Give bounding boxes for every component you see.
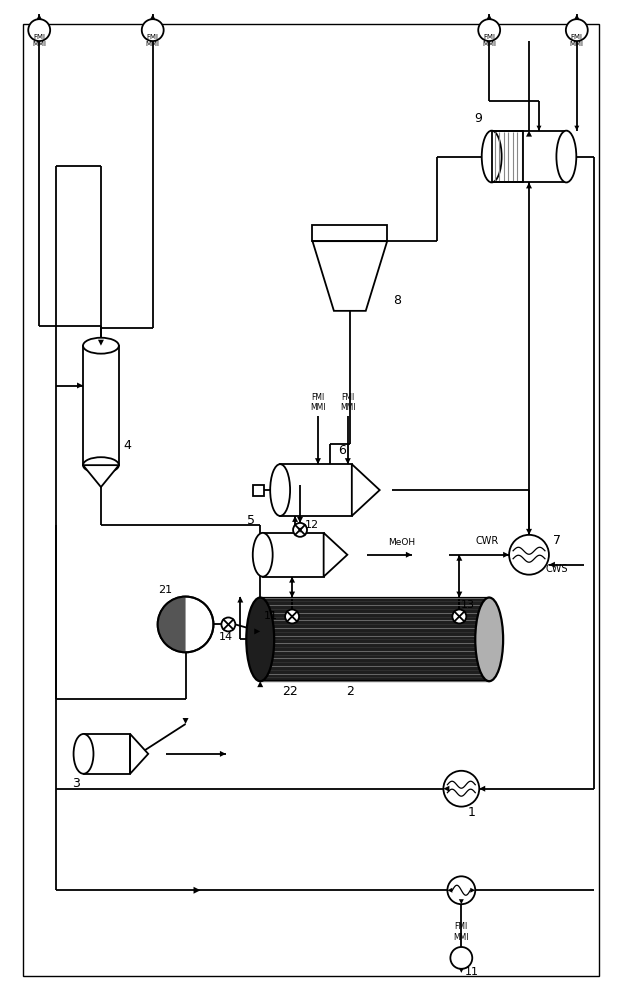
Polygon shape	[526, 529, 532, 535]
Ellipse shape	[83, 338, 119, 354]
Polygon shape	[406, 552, 412, 558]
Polygon shape	[447, 888, 452, 893]
Polygon shape	[459, 899, 464, 904]
Polygon shape	[443, 786, 449, 792]
Polygon shape	[98, 340, 104, 346]
Text: 11: 11	[465, 967, 480, 977]
Bar	[262, 533, 323, 577]
Polygon shape	[503, 552, 509, 558]
Circle shape	[158, 597, 213, 652]
Text: 6: 6	[338, 444, 346, 457]
Text: 9: 9	[474, 112, 481, 125]
Polygon shape	[258, 681, 263, 687]
Bar	[253, 485, 264, 496]
Circle shape	[509, 535, 549, 575]
Circle shape	[293, 523, 307, 537]
Text: 21: 21	[159, 585, 173, 595]
Polygon shape	[537, 126, 542, 131]
Text: 5: 5	[247, 514, 255, 527]
Polygon shape	[289, 592, 295, 598]
Text: 1: 1	[467, 806, 475, 819]
Text: 11: 11	[264, 611, 278, 621]
Polygon shape	[323, 533, 347, 577]
Circle shape	[478, 19, 500, 41]
Text: FMI
MMI: FMI MMI	[310, 393, 326, 412]
Text: 3: 3	[72, 777, 80, 790]
Text: 7: 7	[553, 534, 561, 547]
Polygon shape	[457, 592, 462, 598]
Wedge shape	[159, 597, 185, 652]
Text: 8: 8	[394, 294, 402, 307]
Bar	[491, 131, 523, 182]
Polygon shape	[130, 734, 148, 774]
Circle shape	[450, 947, 472, 969]
Ellipse shape	[253, 533, 272, 577]
Bar	[260, 598, 489, 681]
Polygon shape	[312, 241, 387, 311]
Text: FMI
MMI: FMI MMI	[482, 34, 496, 47]
Text: FMI
MMI: FMI MMI	[570, 34, 584, 47]
Ellipse shape	[481, 131, 502, 182]
Polygon shape	[289, 577, 295, 583]
Polygon shape	[486, 14, 491, 19]
Circle shape	[447, 876, 475, 904]
Polygon shape	[457, 555, 462, 561]
Polygon shape	[526, 131, 532, 137]
Polygon shape	[574, 126, 579, 131]
Polygon shape	[574, 14, 579, 19]
Text: 4: 4	[123, 439, 131, 452]
Polygon shape	[297, 517, 303, 523]
Bar	[83, 346, 119, 465]
Polygon shape	[193, 887, 200, 894]
Text: FMI
MMI: FMI MMI	[146, 34, 160, 47]
Polygon shape	[470, 888, 475, 893]
Ellipse shape	[557, 131, 577, 182]
Bar	[83, 734, 130, 774]
Text: 2: 2	[346, 685, 354, 698]
Bar	[491, 131, 567, 182]
Ellipse shape	[83, 457, 119, 473]
Text: 13: 13	[462, 600, 475, 610]
Text: 12: 12	[305, 520, 319, 530]
Polygon shape	[151, 14, 156, 19]
Ellipse shape	[73, 734, 93, 774]
Text: FMI
MMI: FMI MMI	[340, 393, 356, 412]
Bar	[312, 225, 387, 241]
Circle shape	[452, 610, 466, 623]
Polygon shape	[77, 383, 83, 389]
Circle shape	[285, 610, 299, 623]
Text: FMI
MMI: FMI MMI	[32, 34, 46, 47]
Text: 22: 22	[282, 685, 298, 698]
Circle shape	[28, 19, 50, 41]
Polygon shape	[254, 628, 260, 634]
Polygon shape	[297, 528, 302, 533]
Polygon shape	[292, 516, 298, 522]
Polygon shape	[183, 718, 188, 724]
Ellipse shape	[475, 598, 503, 681]
Polygon shape	[220, 751, 226, 757]
Circle shape	[221, 617, 235, 631]
Text: FMI
MMI: FMI MMI	[453, 922, 469, 942]
Polygon shape	[238, 597, 243, 603]
Text: CWR: CWR	[476, 536, 499, 546]
Polygon shape	[37, 14, 42, 19]
Circle shape	[443, 771, 479, 807]
Text: MeOH: MeOH	[388, 538, 415, 547]
Polygon shape	[345, 458, 351, 464]
Polygon shape	[459, 968, 464, 973]
Ellipse shape	[270, 464, 290, 516]
Ellipse shape	[246, 598, 274, 681]
Circle shape	[566, 19, 588, 41]
Polygon shape	[526, 182, 532, 188]
Circle shape	[142, 19, 164, 41]
Polygon shape	[352, 464, 379, 516]
Polygon shape	[479, 786, 485, 792]
Polygon shape	[315, 458, 321, 464]
Polygon shape	[83, 465, 119, 487]
Text: CWS: CWS	[545, 564, 568, 574]
Text: 14: 14	[220, 632, 233, 642]
Polygon shape	[549, 562, 555, 568]
Bar	[280, 464, 352, 516]
